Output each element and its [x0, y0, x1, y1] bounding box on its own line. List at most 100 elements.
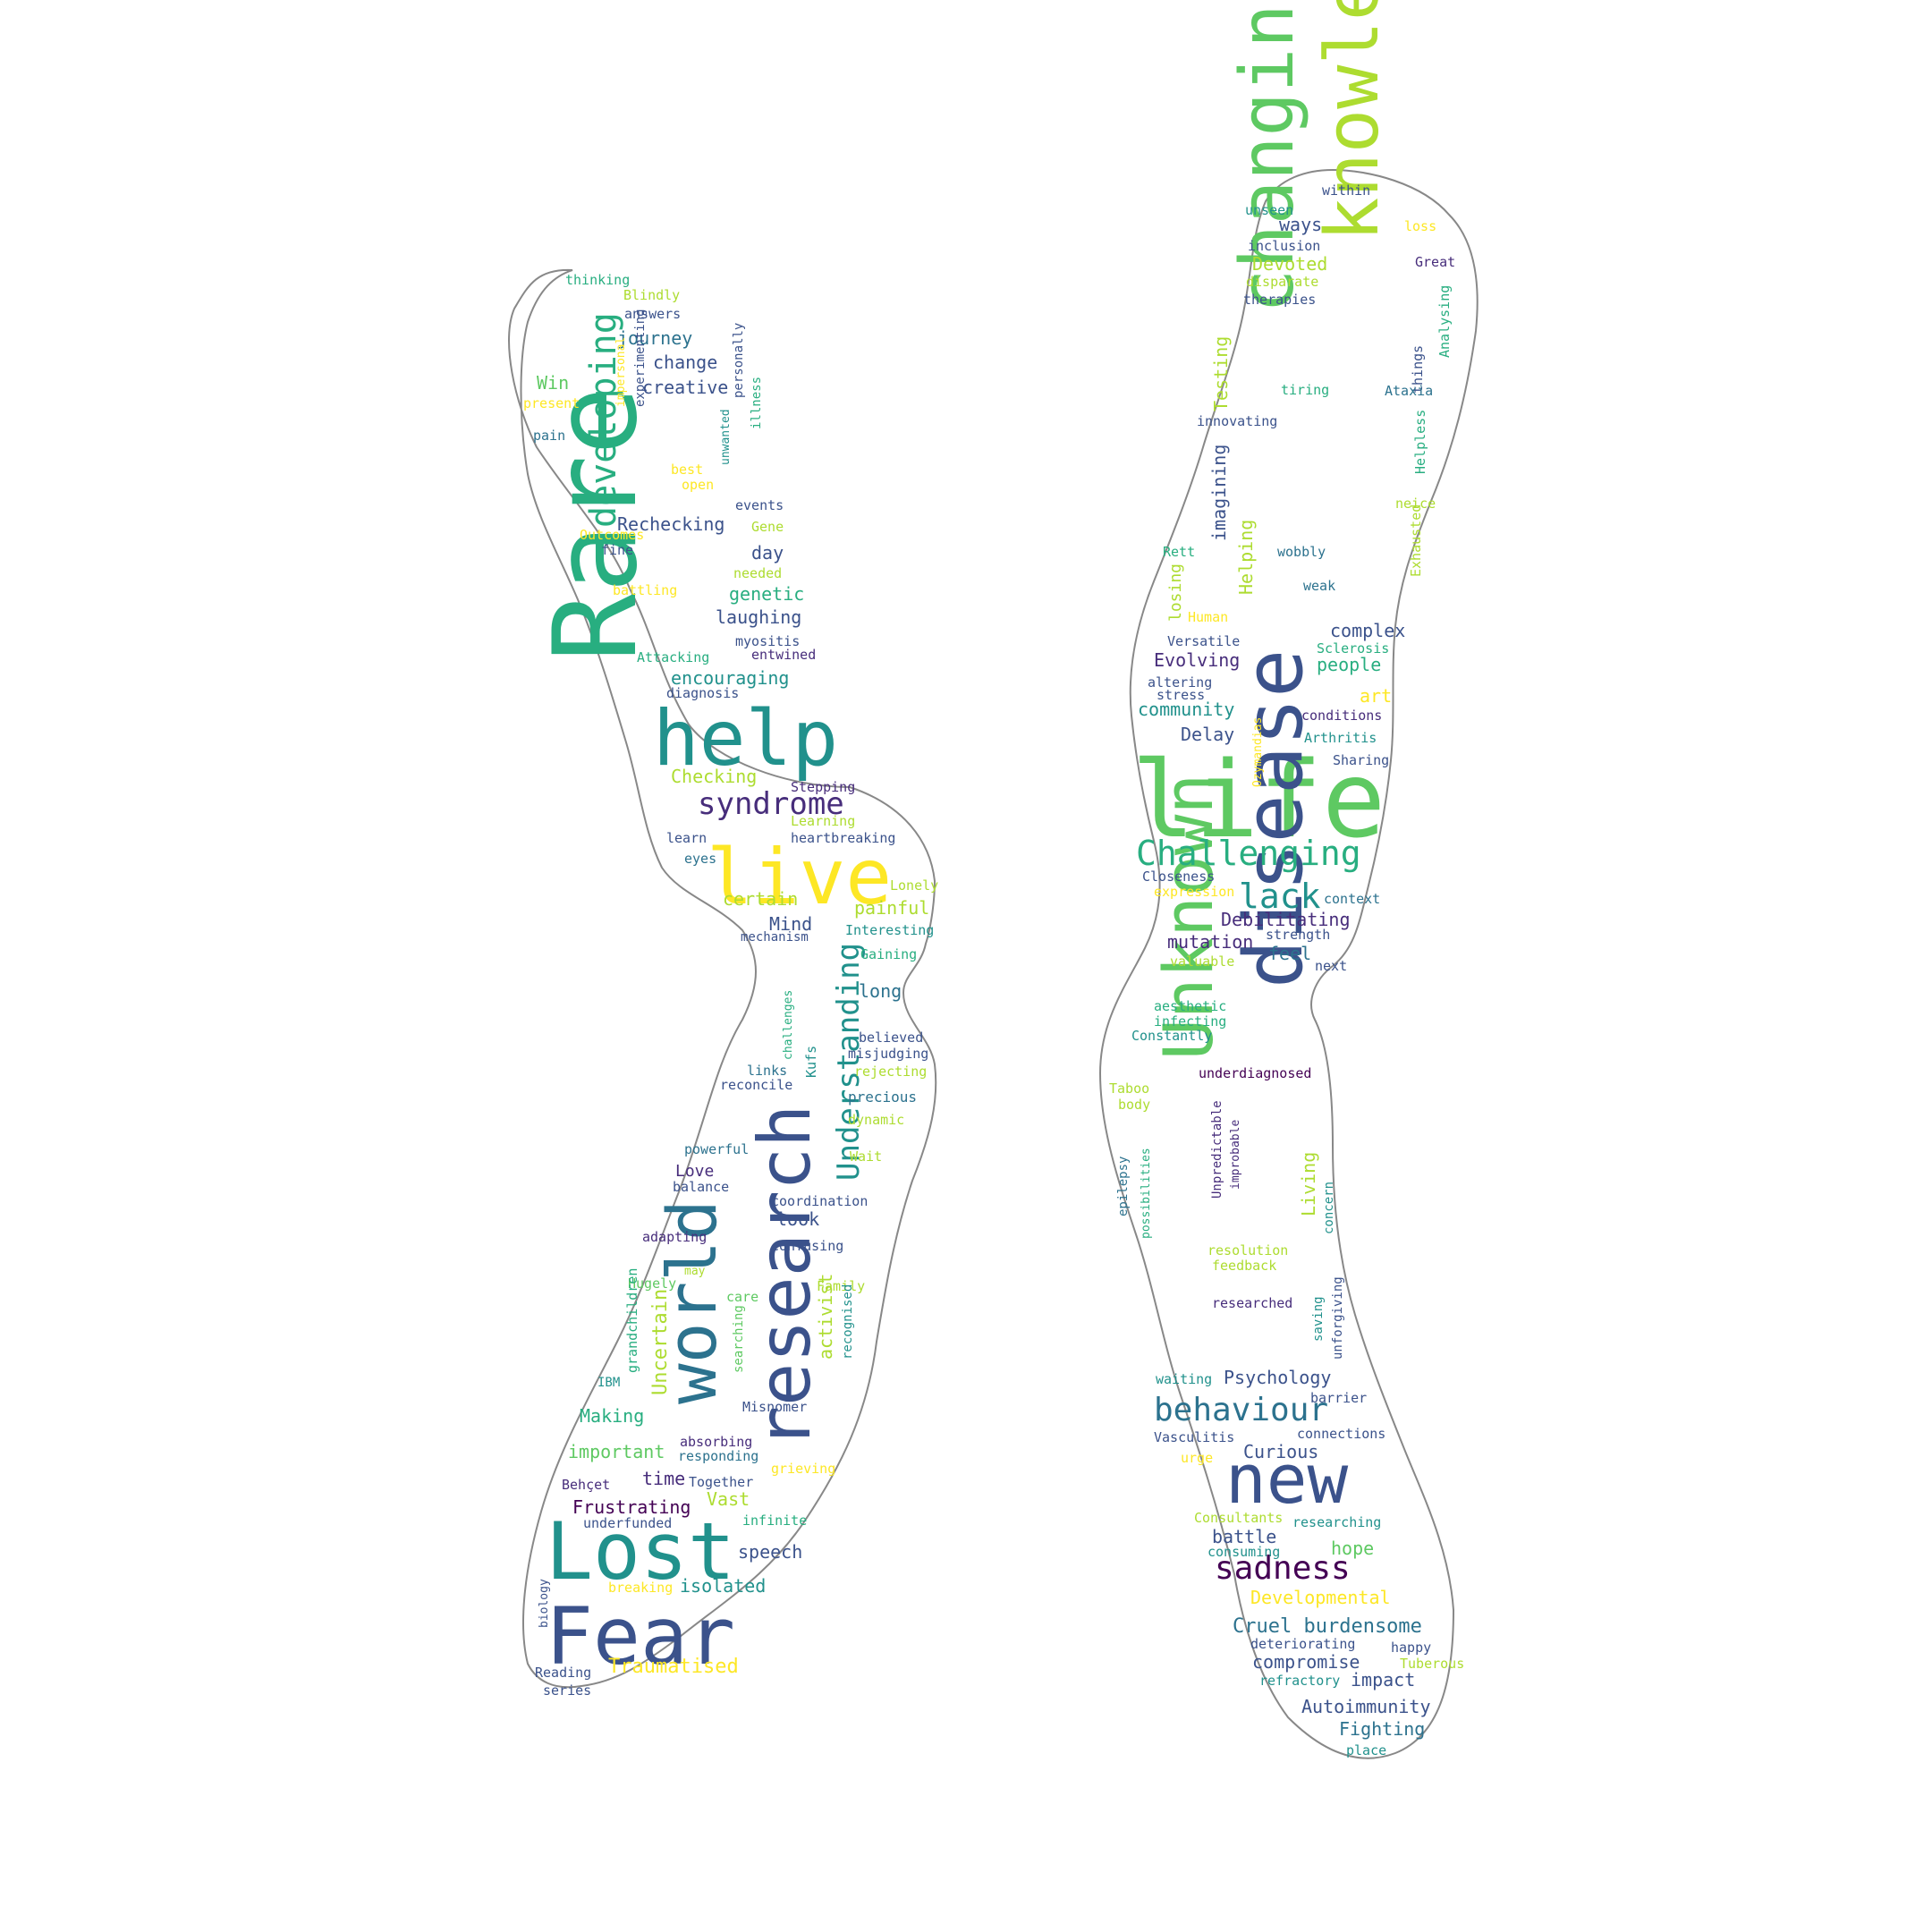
- right-word: Consultants: [1194, 1510, 1283, 1526]
- right-word: people: [1317, 654, 1381, 675]
- right-word: changing: [1225, 0, 1310, 313]
- left-word: Behçet: [562, 1477, 610, 1493]
- left-word: Interesting: [845, 922, 934, 938]
- right-word: Challenging: [1136, 834, 1361, 873]
- left-word: personally: [732, 323, 746, 398]
- left-word: Gaining: [860, 946, 917, 962]
- right-word: urge: [1181, 1450, 1213, 1466]
- right-word: compromise: [1252, 1651, 1360, 1673]
- left-word: confusing: [771, 1238, 843, 1254]
- left-word: present: [523, 395, 580, 411]
- right-word: Tuberous: [1400, 1656, 1464, 1672]
- right-word: underdiagnosed: [1199, 1065, 1311, 1081]
- left-word: Checking: [671, 766, 757, 787]
- right-word: complex: [1330, 620, 1405, 641]
- right-word: stress: [1157, 687, 1205, 703]
- right-word: Psychology: [1224, 1367, 1331, 1388]
- right-word: strength: [1266, 927, 1330, 943]
- right-word: barrier: [1310, 1390, 1367, 1406]
- right-word: altering: [1148, 674, 1212, 691]
- right-word: Cruel burdensome: [1233, 1615, 1422, 1638]
- left-word: unwanted: [719, 409, 733, 465]
- right-word: Devoted: [1252, 253, 1327, 275]
- left-word: reconcile: [720, 1077, 792, 1093]
- left-word: world: [652, 1199, 732, 1404]
- right-word: disparate: [1246, 274, 1318, 290]
- left-word: recognised: [841, 1284, 855, 1360]
- left-word: fine: [601, 542, 633, 558]
- left-word: Outcomes: [580, 527, 644, 543]
- right-word: place: [1346, 1742, 1386, 1758]
- right-word: waiting: [1156, 1371, 1212, 1387]
- left-word: syndrome: [698, 786, 844, 822]
- right-word: Analysing: [1436, 285, 1453, 358]
- left-word: Lost: [546, 1505, 735, 1597]
- right-word: unseen: [1245, 202, 1293, 218]
- left-word: Rechecking: [617, 513, 724, 535]
- right-chromatid-outline: [1098, 168, 1479, 1759]
- left-word: believed: [859, 1030, 923, 1046]
- left-word: dynamic: [848, 1112, 904, 1128]
- right-word: ways: [1279, 214, 1322, 235]
- right-word: Sclerosis: [1317, 640, 1389, 657]
- left-word: Uncertain: [649, 1289, 672, 1395]
- right-word: Curious: [1243, 1441, 1318, 1462]
- right-word: aesthetic: [1154, 998, 1226, 1014]
- right-word: researching: [1292, 1514, 1381, 1530]
- left-word: rejecting: [854, 1063, 927, 1080]
- left-word: Vast: [707, 1488, 750, 1510]
- left-word: change: [653, 352, 717, 373]
- left-word: Wait: [850, 1148, 882, 1165]
- left-word: Win: [537, 372, 569, 394]
- right-word: feel: [1268, 943, 1311, 964]
- left-word: Learning: [791, 813, 855, 829]
- left-word: help: [653, 694, 838, 784]
- left-word: grieving: [771, 1461, 835, 1477]
- left-word: Frustrating: [572, 1496, 691, 1518]
- left-word: encouraging: [671, 667, 789, 689]
- left-word: heartbreaking: [791, 830, 895, 846]
- right-word: things: [1410, 345, 1426, 394]
- right-word: Debilitating: [1221, 909, 1351, 930]
- right-word: refractory: [1259, 1673, 1340, 1689]
- right-word: Exhausted: [1408, 504, 1424, 577]
- left-word: creative: [642, 377, 728, 398]
- left-word: diagnosis: [666, 685, 739, 701]
- right-word: deteriorating: [1250, 1636, 1355, 1652]
- right-word: Ataxia: [1385, 383, 1433, 399]
- right-word: weak: [1303, 578, 1335, 594]
- right-word: battle: [1212, 1526, 1276, 1547]
- left-word: Fear: [546, 1590, 735, 1682]
- right-word: consuming: [1208, 1544, 1280, 1560]
- left-word: Traumatised: [608, 1656, 739, 1678]
- right-word: Vasculitis: [1154, 1429, 1234, 1445]
- left-word: developing: [583, 312, 624, 528]
- right-word: Delay: [1181, 724, 1234, 745]
- right-word: inclusion: [1248, 238, 1320, 254]
- left-word: Love: [675, 1162, 714, 1181]
- right-word: Testing: [1210, 336, 1232, 411]
- left-word: Family: [817, 1278, 865, 1294]
- right-word: sadness: [1215, 1550, 1351, 1587]
- right-word: Human: [1188, 609, 1228, 625]
- right-word: researched: [1212, 1295, 1292, 1311]
- left-word: laughing: [716, 606, 801, 628]
- right-word: tiring: [1281, 382, 1329, 398]
- right-word: therapies: [1243, 292, 1316, 308]
- right-word: losing: [1166, 564, 1185, 622]
- right-word: connections: [1297, 1426, 1385, 1442]
- right-word: Unpredictable: [1210, 1100, 1224, 1199]
- left-word: myositis: [735, 633, 800, 649]
- right-word: wobbly: [1277, 544, 1326, 560]
- right-word: Sharing: [1333, 752, 1389, 768]
- left-word: illness: [750, 377, 764, 429]
- left-word: speech: [738, 1541, 802, 1563]
- right-word: Helpless: [1412, 410, 1428, 474]
- right-word: expression: [1154, 884, 1234, 900]
- right-word: epilepsy: [1116, 1157, 1131, 1216]
- left-word: battling: [613, 582, 677, 598]
- left-word: misjudging: [848, 1046, 928, 1062]
- right-word: imagining: [1208, 445, 1230, 541]
